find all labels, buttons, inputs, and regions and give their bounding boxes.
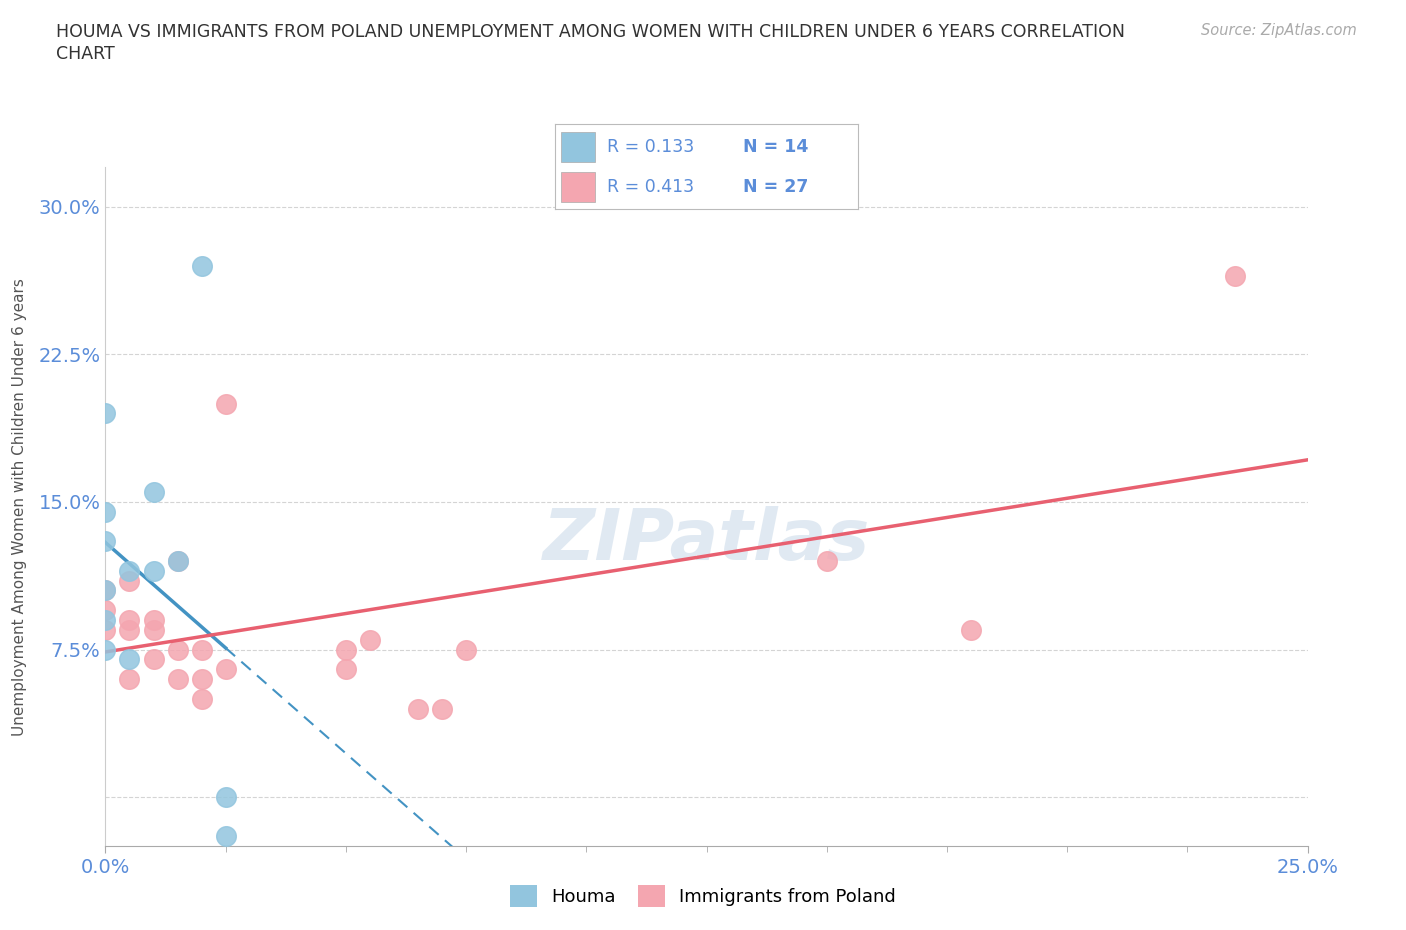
Point	[94, 583, 117, 598]
Point	[118, 613, 141, 628]
Point	[190, 671, 212, 686]
Point	[94, 504, 117, 519]
Point	[142, 622, 165, 637]
Point	[359, 632, 381, 647]
Point	[94, 613, 117, 628]
Y-axis label: Unemployment Among Women with Children Under 6 years: Unemployment Among Women with Children U…	[13, 278, 27, 736]
Point	[94, 534, 117, 549]
Point	[142, 652, 165, 667]
Text: N = 14: N = 14	[742, 138, 808, 156]
Point	[166, 553, 188, 568]
Point	[190, 642, 212, 657]
Point	[960, 622, 983, 637]
Point	[214, 790, 236, 804]
Text: HOUMA VS IMMIGRANTS FROM POLAND UNEMPLOYMENT AMONG WOMEN WITH CHILDREN UNDER 6 Y: HOUMA VS IMMIGRANTS FROM POLAND UNEMPLOY…	[56, 23, 1125, 41]
Point	[94, 622, 117, 637]
Point	[214, 396, 236, 411]
Legend: Houma, Immigrants from Poland: Houma, Immigrants from Poland	[501, 876, 905, 916]
Point	[190, 691, 212, 706]
Point	[214, 662, 236, 677]
Text: CHART: CHART	[56, 45, 115, 62]
Point	[430, 701, 453, 716]
FancyBboxPatch shape	[561, 132, 595, 162]
Point	[166, 553, 188, 568]
Text: R = 0.133: R = 0.133	[607, 138, 695, 156]
Point	[815, 553, 838, 568]
Text: N = 27: N = 27	[742, 178, 808, 196]
Point	[118, 622, 141, 637]
Point	[454, 642, 477, 657]
Text: Source: ZipAtlas.com: Source: ZipAtlas.com	[1201, 23, 1357, 38]
Point	[118, 564, 141, 578]
Point	[166, 671, 188, 686]
Point	[94, 583, 117, 598]
Text: R = 0.413: R = 0.413	[607, 178, 695, 196]
Point	[335, 642, 357, 657]
Point	[118, 671, 141, 686]
Point	[142, 613, 165, 628]
Text: ZIPatlas: ZIPatlas	[543, 506, 870, 576]
Point	[1225, 268, 1247, 283]
Point	[142, 485, 165, 499]
Point	[166, 642, 188, 657]
Point	[118, 652, 141, 667]
Point	[335, 662, 357, 677]
FancyBboxPatch shape	[561, 172, 595, 203]
Point	[94, 603, 117, 618]
Point	[214, 829, 236, 844]
Point	[190, 259, 212, 273]
Point	[142, 564, 165, 578]
Point	[94, 405, 117, 420]
Point	[406, 701, 429, 716]
Point	[118, 573, 141, 588]
Point	[94, 642, 117, 657]
